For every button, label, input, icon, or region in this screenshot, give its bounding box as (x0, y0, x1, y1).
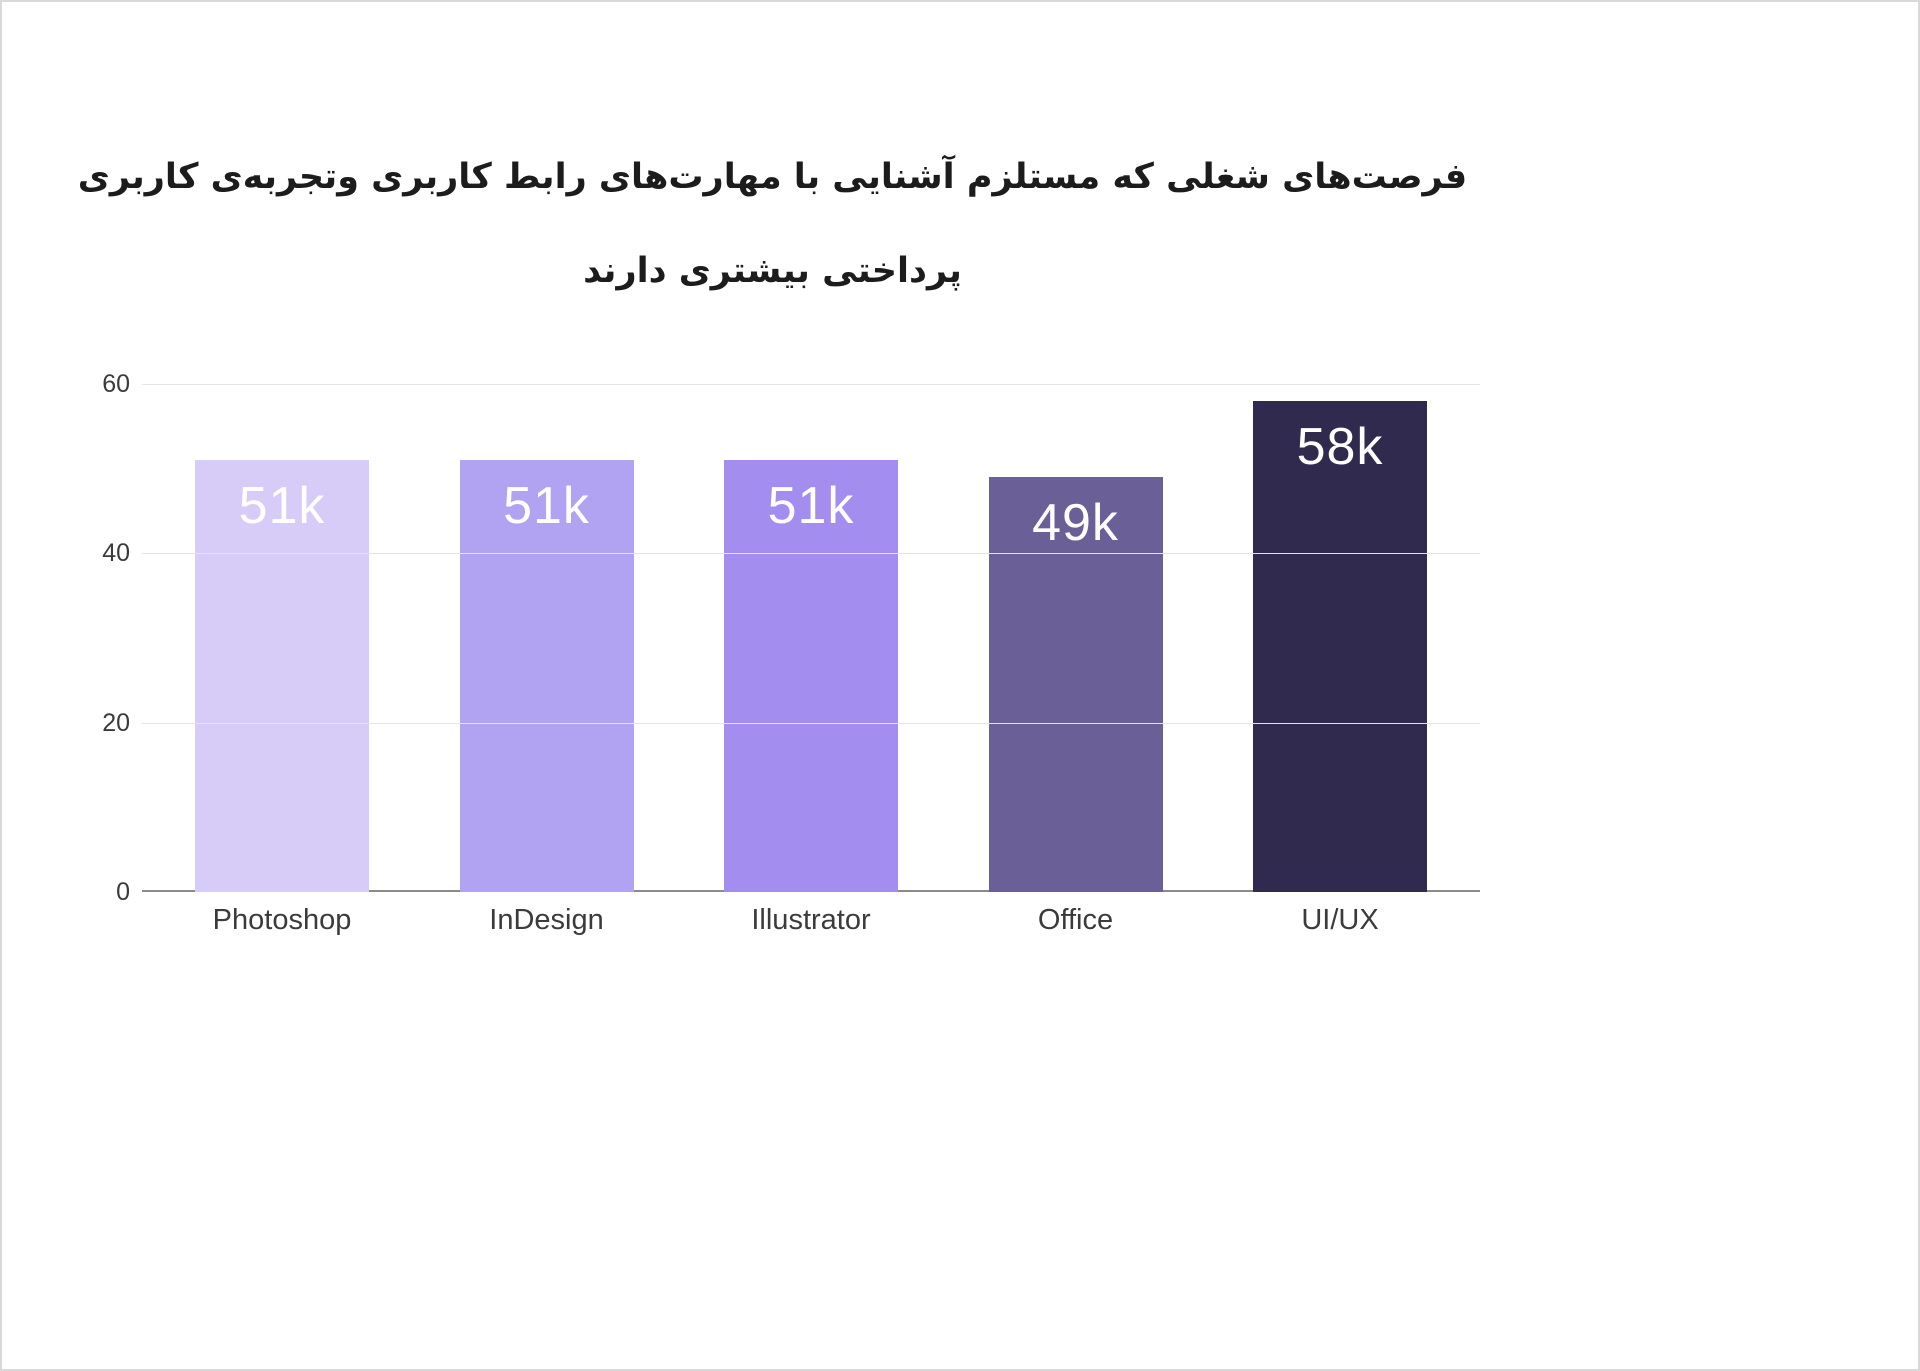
bar-group-office: 49k Office (988, 384, 1163, 936)
plot-area: 51k Photoshop 51k InDesign 51k Illustrator 49k… (102, 370, 1480, 936)
chart-title: فرصت‌های شغلی که مستلزم آشنایی با مهارت‌… (0, 130, 1545, 318)
bar-office: 49k (988, 477, 1163, 892)
x-axis-label-photoshop: Photoshop (212, 904, 352, 936)
gridline-40 (142, 553, 1480, 555)
y-axis-tick-label-20: 20 (102, 708, 130, 737)
gridline-60 (142, 384, 1480, 385)
bar-ui-ux: 58k (1253, 400, 1427, 892)
bar-group-photoshop: 51k Photoshop (195, 384, 369, 936)
x-axis-label-illustrator: Illustrator (751, 904, 871, 936)
bar-group-indesign: 51k InDesign (459, 384, 634, 936)
bar-value-label-office: 49k (1032, 494, 1119, 553)
y-axis-tick-label-40: 40 (102, 539, 130, 568)
gridline-20 (142, 722, 1480, 724)
bar-photoshop: 51k (195, 460, 369, 892)
chart-title-line-1: فرصت‌های شغلی که مستلزم آشنایی با مهارت‌… (77, 157, 1468, 197)
bar-group-illustrator: 51k Illustrator (724, 384, 898, 936)
bar-illustrator: 51k (724, 460, 898, 892)
x-axis-label-indesign: InDesign (489, 904, 604, 936)
x-axis-label-ui-ux: UI/UX (1301, 904, 1379, 936)
bar-group-ui-ux: 58k UI/UX (1253, 384, 1427, 936)
bar-indesign: 51k (459, 460, 634, 892)
bars-container: 51k Photoshop 51k InDesign 51k Illustrator 49k… (142, 384, 1480, 936)
bar-value-label-indesign: 51k (503, 477, 590, 536)
bar-value-label-ui-ux: 58k (1296, 417, 1384, 476)
chart-canvas: فرصت‌های شغلی که مستلزم آشنایی با مهارت‌… (0, 130, 1545, 936)
bar-value-label-illustrator: 51k (767, 477, 855, 536)
chart-title-line-2: پرداختی بیشتری دارند (583, 251, 962, 291)
y-axis-tick-label-60: 60 (102, 370, 130, 398)
y-axis-tick-label-0: 0 (116, 878, 130, 906)
x-axis-label-office: Office (1037, 904, 1114, 936)
bar-value-label-photoshop: 51k (238, 477, 326, 536)
